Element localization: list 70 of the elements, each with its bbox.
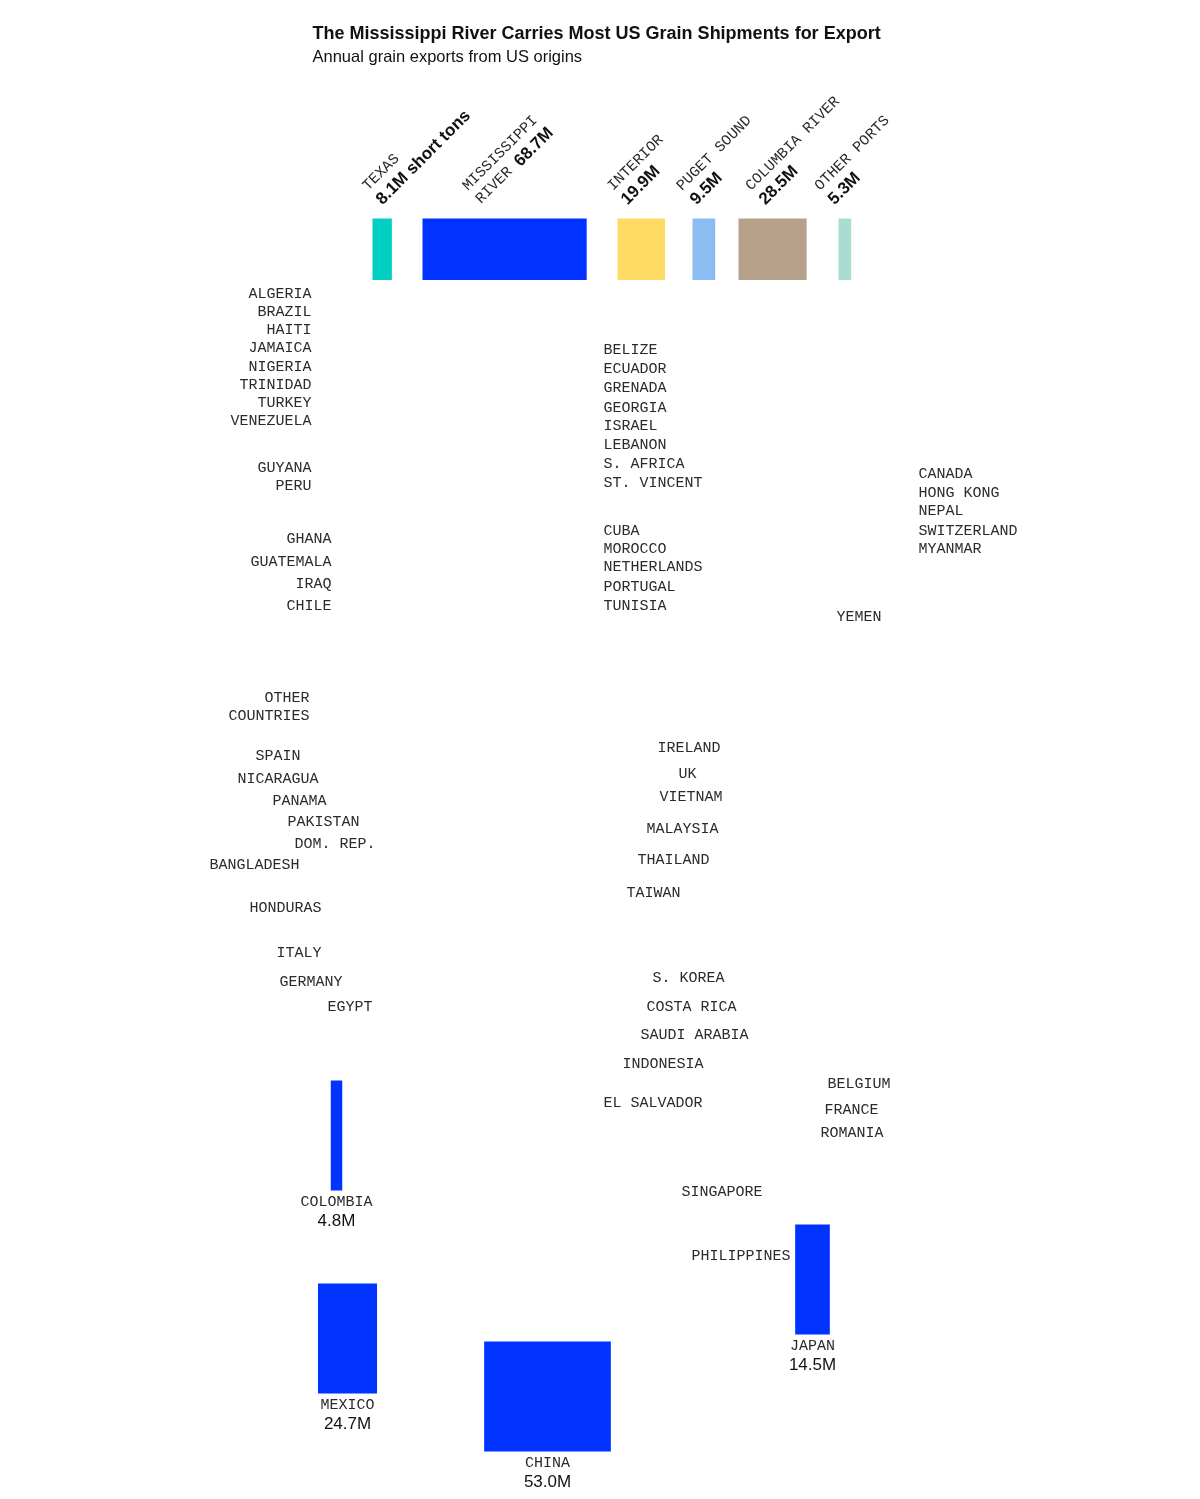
category-label: MEXICO — [320, 1397, 375, 1414]
category-label: LEBANON — [603, 437, 667, 454]
category-label: HONG KONG — [918, 485, 1000, 502]
category-label: BANGLADESH — [209, 857, 300, 874]
text: Annual grain exports from US origins — [312, 46, 583, 65]
category-label: THAILAND — [637, 852, 710, 869]
category-label: GHANA — [286, 531, 332, 548]
category-label: SWITZERLAND — [918, 523, 1018, 540]
category-label: MALAYSIA — [646, 821, 719, 838]
category-label: VIETNAM — [659, 789, 723, 806]
category-label: CANADA — [918, 466, 973, 483]
text: The Mississippi River Carries Most US Grain Shipments for Export — [312, 22, 881, 43]
category-label: ROMANIA — [820, 1125, 884, 1142]
category-label: CHILE — [286, 598, 332, 615]
category-label: ISRAEL — [603, 418, 658, 435]
category-label: MYANMAR — [918, 541, 982, 558]
category-label: GUYANA — [257, 460, 312, 477]
category-label: OTHER COUNTRIES — [228, 690, 310, 725]
category-label: GERMANY — [279, 974, 343, 991]
category-label: GEORGIA — [603, 400, 667, 417]
data-label: 53.0M — [523, 1472, 572, 1491]
category-label: TRINIDAD — [239, 377, 312, 394]
category-label: PORTUGAL — [603, 579, 676, 596]
category-label: YEMEN — [836, 609, 882, 626]
category-label: BELIZE — [603, 342, 658, 359]
category-label: SINGAPORE — [681, 1184, 763, 1201]
category-label: COSTA RICA — [646, 999, 737, 1016]
category-label: NICARAGUA — [237, 771, 319, 788]
category-label: EGYPT — [327, 999, 373, 1016]
category-label: CUBA — [603, 523, 640, 540]
category-label: ITALY — [276, 945, 322, 962]
category-label: S. KOREA — [652, 970, 725, 987]
category-label: PAKISTAN — [287, 814, 360, 831]
category-label: COLOMBIA — [300, 1194, 373, 1211]
category-label: GRENADA — [603, 380, 667, 397]
category-label: HAITI — [266, 322, 312, 339]
category-label: UK — [678, 766, 697, 783]
data-label: 14.5M — [788, 1355, 837, 1374]
category-label: TURKEY — [257, 395, 312, 412]
category-label: IRELAND — [657, 740, 721, 757]
category-label: ST. VINCENT — [603, 475, 703, 492]
category-label: JAPAN — [790, 1338, 836, 1355]
category-label: PHILIPPINES — [691, 1248, 791, 1265]
category-label: INDONESIA — [622, 1056, 704, 1073]
category-label: JAMAICA — [248, 340, 312, 357]
category-label: PERU — [275, 478, 312, 495]
category-label: SPAIN — [255, 748, 301, 765]
data-label: 24.7M — [323, 1414, 372, 1433]
category-label: MOROCCO — [603, 541, 667, 558]
category-label: NEPAL — [918, 503, 964, 520]
category-label: ECUADOR — [603, 361, 667, 378]
category-label: NETHERLANDS — [603, 559, 703, 576]
category-label: TAIWAN — [626, 885, 681, 902]
category-label: ALGERIA — [248, 286, 312, 303]
category-label: FRANCE — [824, 1102, 879, 1119]
category-label: HONDURAS — [249, 900, 322, 917]
category-label: CHINA — [525, 1455, 571, 1472]
category-label: VENEZUELA — [230, 413, 312, 430]
category-label: IRAQ — [295, 576, 332, 593]
data-label: 4.8M — [317, 1211, 356, 1230]
category-label: BELGIUM — [827, 1076, 891, 1093]
category-label: NIGERIA — [248, 359, 312, 376]
category-label: TUNISIA — [603, 598, 667, 615]
category-label: EL SALVADOR — [603, 1095, 703, 1112]
category-label: GUATEMALA — [250, 554, 332, 571]
category-label: DOM. REP. — [294, 836, 376, 853]
category-label: BRAZIL — [257, 304, 312, 321]
category-label: PANAMA — [272, 793, 327, 810]
category-label: SAUDI ARABIA — [640, 1027, 749, 1044]
category-label: S. AFRICA — [603, 456, 685, 473]
